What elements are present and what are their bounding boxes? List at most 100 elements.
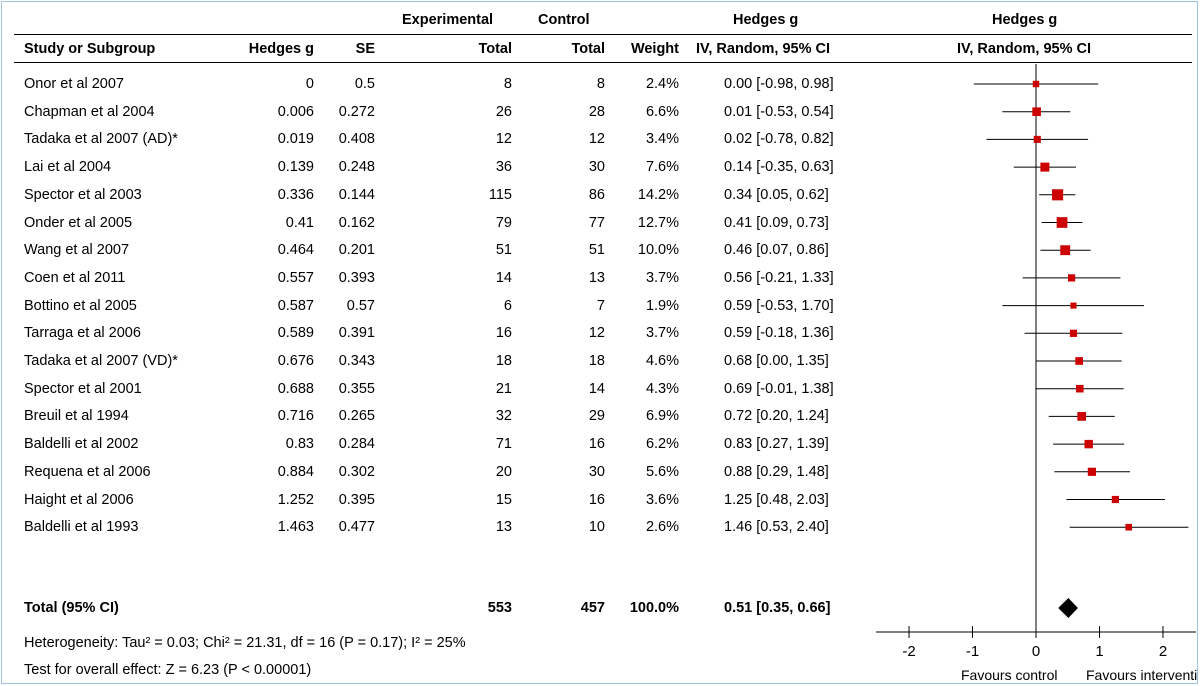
study-marker	[1056, 217, 1068, 228]
hedges-g-value: 0.676	[277, 353, 314, 369]
hedges-g-value: 0.006	[277, 104, 314, 120]
ctrl-total-value: 12	[588, 131, 605, 147]
se-value: 0.248	[338, 159, 375, 175]
exp-total-value: 15	[495, 492, 512, 508]
weight-value: 6.9%	[645, 408, 679, 424]
study-name: Lai et al 2004	[24, 159, 112, 175]
weight-value: 2.4%	[645, 76, 679, 92]
se-value: 0.302	[338, 464, 375, 480]
header-ctrl-total: Total	[571, 41, 605, 57]
ctrl-total-value: 12	[588, 325, 605, 341]
study-marker	[1040, 162, 1050, 172]
ci-value: 0.00 [-0.98, 0.98]	[724, 76, 834, 92]
ci-value: 0.88 [0.29, 1.48]	[724, 464, 829, 480]
hedges-g-value: 0.587	[277, 298, 314, 314]
hedges-g-value: 0.336	[277, 187, 314, 203]
hedges-g-value: 0.884	[277, 464, 314, 480]
weight-value: 12.7%	[637, 215, 679, 231]
ctrl-total-value: 29	[588, 408, 605, 424]
exp-total-value: 16	[495, 325, 512, 341]
weight-value: 3.4%	[645, 131, 679, 147]
ci-value: 0.68 [0.00, 1.35]	[724, 353, 829, 369]
ctrl-total-value: 16	[588, 436, 605, 452]
study-marker	[1076, 384, 1084, 393]
study-name: Coen et al 2011	[24, 270, 126, 286]
study-marker	[1084, 439, 1093, 449]
study-marker	[1067, 274, 1076, 282]
exp-total-value: 36	[495, 159, 512, 175]
hedges-g-value: 0.139	[277, 159, 314, 175]
study-name: Bottino et al 2005	[24, 298, 137, 314]
x-tick-label: -2	[902, 643, 915, 660]
header-rule-bottom	[14, 62, 1192, 63]
se-value: 0.395	[338, 492, 375, 508]
weight-value: 5.6%	[645, 464, 679, 480]
pooled-diamond	[1058, 598, 1078, 618]
header-exp-total: Total	[478, 41, 512, 57]
ctrl-total-value: 51	[588, 242, 605, 258]
ctrl-total-value: 10	[588, 519, 605, 535]
ctrl-total-value: 16	[588, 492, 605, 508]
study-marker	[1060, 245, 1071, 256]
study-marker	[1075, 357, 1084, 365]
se-value: 0.284	[338, 436, 375, 452]
header-effect-title: Hedges g	[733, 12, 799, 28]
hedges-g-value: 0.589	[277, 325, 314, 341]
study-name: Baldelli et al 2002	[24, 436, 139, 452]
weight-value: 4.3%	[645, 381, 679, 397]
se-value: 0.144	[338, 187, 375, 203]
study-name: Tarraga et al 2006	[24, 325, 141, 341]
hedges-g-value: 1.463	[277, 519, 314, 535]
header-control: Control	[538, 12, 590, 28]
study-name: Requena et al 2006	[24, 464, 151, 480]
se-value: 0.265	[338, 408, 375, 424]
x-tick-label: 2	[1159, 643, 1167, 660]
study-name: Tadaka et al 2007 (AD)*	[24, 131, 178, 147]
study-name: Haight et al 2006	[24, 492, 134, 508]
x-tick-label: -1	[966, 643, 979, 660]
exp-total-value: 51	[495, 242, 512, 258]
weight-value: 4.6%	[645, 353, 679, 369]
study-marker	[1032, 107, 1041, 116]
header-weight: Weight	[630, 41, 679, 57]
ci-value: 0.59 [-0.53, 1.70]	[724, 298, 834, 314]
exp-total-value: 21	[495, 381, 512, 397]
study-name: Baldelli et al 1993	[24, 519, 139, 535]
exp-total-value: 14	[495, 270, 512, 286]
hedges-g-value: 0.83	[285, 436, 314, 452]
weight-value: 3.7%	[645, 325, 679, 341]
exp-total-value: 8	[503, 76, 512, 92]
header-study: Study or Subgroup	[24, 41, 156, 57]
study-name: Onor et al 2007	[24, 76, 124, 92]
weight-value: 10.0%	[637, 242, 679, 258]
ci-value: 0.69 [-0.01, 1.38]	[724, 381, 834, 397]
ctrl-total-value: 18	[588, 353, 605, 369]
ci-value: 1.46 [0.53, 2.40]	[724, 519, 829, 535]
ci-value: 0.72 [0.20, 1.24]	[724, 408, 829, 424]
exp-total-value: 12	[495, 131, 512, 147]
header-rule-top	[14, 34, 1192, 35]
study-marker	[1052, 189, 1064, 201]
weight-value: 14.2%	[637, 187, 679, 203]
overall-effect-text: Test for overall effect: Z = 6.23 (P < 0…	[24, 662, 312, 678]
favours-intervention-label: Favours intervention	[1086, 667, 1198, 683]
total-label: Total (95% CI)	[24, 600, 119, 616]
se-value: 0.201	[338, 242, 375, 258]
ctrl-total-value: 7	[596, 298, 605, 314]
ctrl-total-value: 30	[588, 159, 605, 175]
ctrl-total-value: 28	[588, 104, 605, 120]
exp-total-value: 6	[503, 298, 512, 314]
se-value: 0.408	[338, 131, 375, 147]
hedges-g-value: 0.688	[277, 381, 314, 397]
header-plot-ci: IV, Random, 95% CI	[957, 41, 1092, 57]
ctrl-total-value: 13	[588, 270, 605, 286]
ci-value: 1.25 [0.48, 2.03]	[724, 492, 829, 508]
weight-value: 3.6%	[645, 492, 679, 508]
weight-value: 1.9%	[645, 298, 679, 314]
header-plot-title: Hedges g	[992, 12, 1058, 28]
study-marker	[1069, 329, 1078, 337]
ci-value: 0.01 [-0.53, 0.54]	[724, 104, 834, 120]
ctrl-total-value: 30	[588, 464, 605, 480]
heterogeneity-text: Heterogeneity: Tau² = 0.03; Chi² = 21.31…	[24, 635, 466, 651]
